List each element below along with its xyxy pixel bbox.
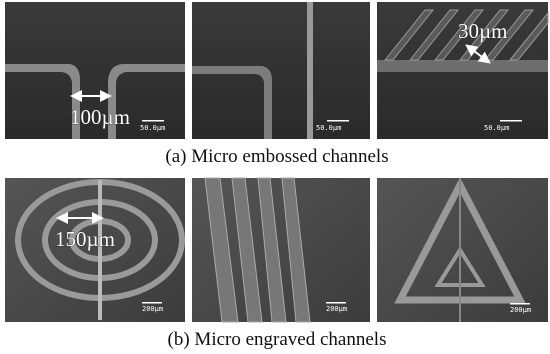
scale-bar: 50.0µm (484, 124, 509, 132)
sem-image: 100µm 50.0µm (5, 2, 185, 139)
figure: 100µm 50.0µm 50.0µm 30µm 50.0µm (a) Micr… (0, 0, 550, 354)
annotation: 100µm (70, 105, 130, 129)
scale-bar: 200µm (510, 306, 531, 314)
caption: (b) Micro engraved channels (168, 329, 387, 350)
sem-image: 50.0µm (192, 2, 370, 139)
scale-bar: 200µm (326, 305, 347, 313)
sem-image: 150µm 200µm (5, 178, 185, 322)
sem-image: 200µm (377, 178, 548, 322)
scale-bar: 200µm (142, 305, 163, 313)
caption: (a) Micro embossed channels (165, 146, 388, 167)
scale-bar: 50.0µm (140, 124, 165, 132)
scale-bar: 50.0µm (316, 124, 341, 132)
annotation: 30µm (458, 19, 507, 43)
sem-image: 200µm (192, 178, 370, 322)
sem-image: 30µm 50.0µm (377, 2, 548, 139)
annotation: 150µm (55, 227, 115, 251)
